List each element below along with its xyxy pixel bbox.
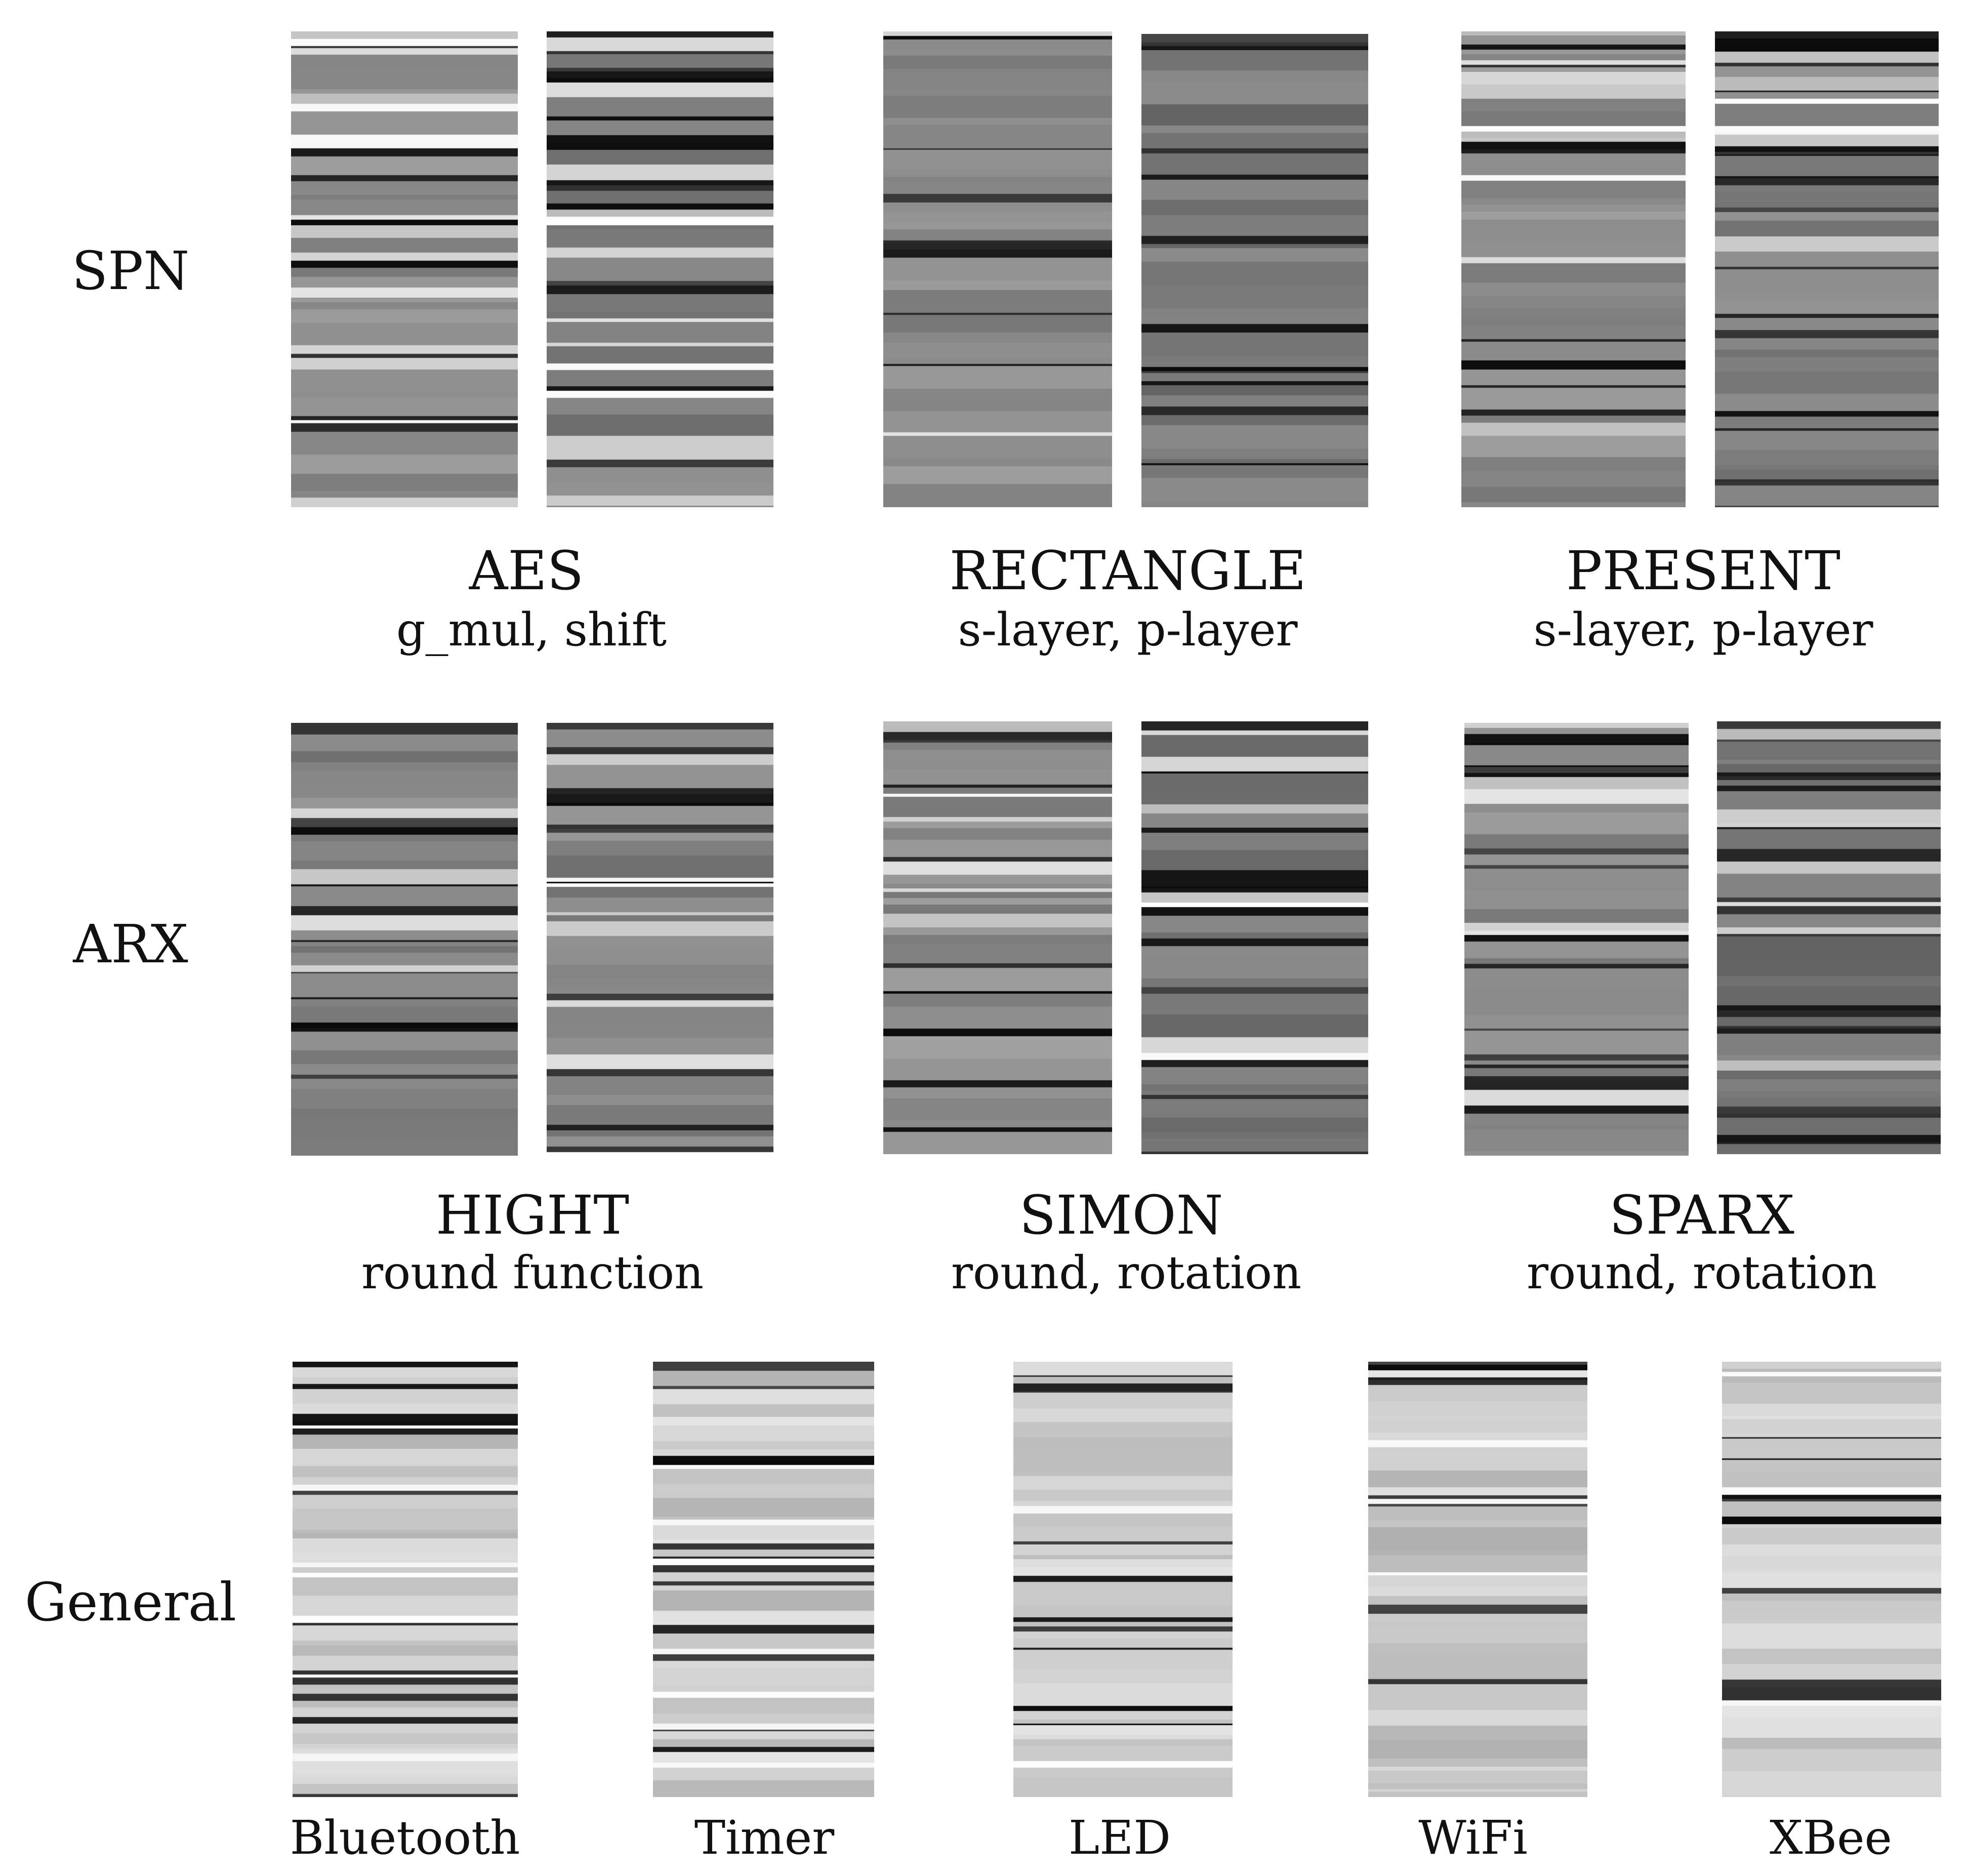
caption-title-simon: SIMON: [1019, 1184, 1223, 1246]
caption-title-present: PRESENT: [1566, 540, 1840, 602]
row-label-arx: ARX: [73, 913, 188, 975]
strip-sparx-2: [1717, 721, 1941, 1154]
caption-title-hight: HIGHT: [435, 1184, 630, 1246]
caption-title-sparx: SPARX: [1609, 1184, 1795, 1246]
caption-subtitle-rectangle: s-layer, p-layer: [958, 603, 1298, 657]
strip-rectangle-1: [883, 31, 1112, 507]
caption-subtitle-present: s-layer, p-layer: [1533, 603, 1873, 657]
strip-hight-1: [291, 723, 518, 1156]
caption-subtitle-aes: g_mul, shift: [396, 603, 667, 657]
caption-subtitle-simon: round, rotation: [951, 1246, 1302, 1299]
strip-rectangle-2: [1141, 34, 1368, 507]
caption-xbee: XBee: [1770, 1811, 1892, 1865]
caption-subtitle-sparx: round, rotation: [1526, 1246, 1877, 1299]
row-label-spn: SPN: [71, 240, 190, 302]
caption-wifi: WiFi: [1418, 1811, 1528, 1865]
strip-hight-2: [547, 723, 773, 1156]
strip-aes-2: [547, 31, 773, 507]
strip-present-1: [1461, 31, 1686, 507]
strip-bluetooth: [293, 1362, 518, 1797]
caption-title-rectangle: RECTANGLE: [949, 540, 1306, 602]
strip-simon-2: [1141, 721, 1368, 1154]
strip-present-2: [1715, 31, 1939, 507]
strip-simon-1: [883, 721, 1112, 1154]
strip-wifi: [1368, 1362, 1587, 1797]
strip-aes-1: [291, 31, 518, 507]
strip-led: [1013, 1362, 1233, 1797]
strip-timer: [653, 1362, 874, 1797]
strip-sparx-1: [1464, 723, 1689, 1156]
caption-bluetooth: Bluetooth: [290, 1811, 520, 1865]
row-label-general: General: [24, 1571, 237, 1633]
caption-title-aes: AES: [469, 540, 584, 602]
caption-timer: Timer: [694, 1811, 835, 1865]
caption-led: LED: [1068, 1811, 1171, 1865]
caption-subtitle-hight: round function: [361, 1246, 704, 1299]
strip-xbee: [1722, 1362, 1941, 1797]
